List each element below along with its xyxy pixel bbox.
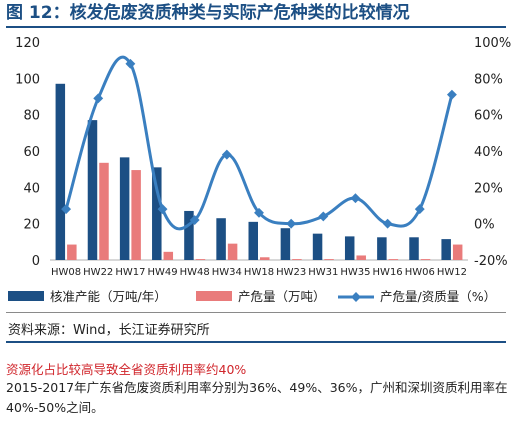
bar-approved (441, 239, 451, 260)
left-tick-label: 100 (15, 72, 40, 87)
legend-label-ratio: 产危量/资质量（%） (380, 289, 496, 304)
category-label: HW06 (405, 267, 435, 278)
bar-approved (248, 221, 258, 260)
category-label: HW48 (180, 267, 210, 278)
category-label: HW17 (115, 267, 145, 278)
bar-produced (227, 243, 238, 260)
bar-approved (377, 237, 387, 260)
right-tick-label: 40% (474, 145, 503, 160)
category-label: HW18 (244, 267, 274, 278)
category-label: HW35 (340, 267, 370, 278)
bar-produced (260, 257, 270, 260)
category-label: HW16 (373, 267, 403, 278)
bar-approved (344, 236, 355, 260)
category-label: HW23 (276, 267, 306, 278)
bar-approved (409, 237, 419, 260)
bar-produced (356, 255, 366, 260)
right-axis-ticks: -20% 0% 20% 40% 60% 80% 100% (474, 36, 511, 269)
ratio-point (446, 89, 457, 100)
right-tick-label: -20% (474, 254, 508, 269)
bar-produced (195, 259, 206, 260)
bar-produced (292, 259, 302, 260)
legend-marker-ratio (351, 292, 361, 302)
right-tick-label: 20% (474, 181, 503, 196)
source-note: 资料来源：Wind，长江证券研究所 (8, 323, 210, 338)
chart-legend: 核准产能（万吨/年） 产危量（万吨） 产危量/资质量（%） (8, 289, 496, 304)
left-tick-label: 80 (23, 109, 40, 124)
source-divider-bottom (6, 341, 506, 343)
category-label: HW49 (147, 267, 177, 278)
bar-produced (131, 170, 141, 260)
ratio-point (286, 218, 297, 229)
ratio-point (254, 207, 264, 218)
category-label: HW22 (83, 267, 113, 278)
left-tick-label: 0 (32, 254, 40, 269)
bar-produced (420, 259, 431, 260)
bar-approved (184, 210, 194, 260)
bar-marks (55, 83, 463, 261)
bar-approved (152, 167, 162, 260)
ratio-point (189, 215, 200, 225)
bar-approved (280, 228, 291, 260)
title-divider (6, 26, 506, 28)
bar-approved (55, 83, 66, 261)
bar-approved (87, 120, 98, 260)
bar-approved (216, 218, 226, 260)
bar-produced (67, 244, 77, 260)
bar-approved (119, 157, 130, 260)
bar-produced (163, 251, 174, 260)
category-label: HW34 (212, 267, 242, 278)
legend-label-approved: 核准产能（万吨/年） (50, 289, 167, 304)
legend-swatch-approved (8, 291, 44, 301)
bar-produced (452, 244, 463, 260)
legend-label-produced: 产危量（万吨） (238, 289, 326, 304)
left-axis-ticks: 0 20 40 60 80 100 120 (15, 36, 40, 269)
bar-produced (324, 259, 334, 260)
left-tick-label: 40 (23, 181, 40, 196)
ratio-point (221, 149, 232, 160)
left-tick-label: 20 (23, 218, 40, 233)
ratio-point (125, 58, 136, 69)
ratio-point (93, 93, 104, 104)
figure-title: 图 12：核发危废资质种类与实际产危种类的比较情况 (6, 3, 410, 23)
ratio-point (382, 218, 393, 229)
category-labels: HW08 HW22 HW17 HW49 HW48 HW34 HW18 HW23 HW31 HW35… (51, 267, 467, 278)
right-tick-label: 60% (474, 109, 503, 124)
left-tick-label: 120 (15, 36, 40, 51)
ratio-point (157, 204, 168, 215)
right-tick-label: 100% (474, 36, 511, 51)
bar-approved (312, 233, 323, 260)
source-divider-top (6, 312, 506, 313)
ratio-point (414, 204, 425, 215)
combo-chart: 0 20 40 60 80 100 120 -20% 0% 20% 40% 60% 80% 100% H… (8, 36, 511, 304)
right-tick-label: 80% (474, 72, 503, 87)
article-paragraph: 2015-2017年广东省危废资质利用率分别为36%、49%、36%，广州和深圳… (6, 380, 508, 415)
category-label: HW12 (437, 267, 467, 278)
bar-produced (99, 162, 109, 260)
legend-swatch-produced (196, 291, 232, 301)
ratio-point (350, 193, 361, 204)
ratio-point (318, 211, 329, 222)
category-label: HW08 (51, 267, 81, 278)
left-tick-label: 60 (23, 145, 40, 160)
bar-produced (388, 259, 399, 260)
category-label: HW31 (308, 267, 338, 278)
right-tick-label: 0% (474, 218, 495, 233)
article-heading: 资源化占比较高导致全省资质利用率约40% (6, 362, 247, 377)
ratio-line-layer (61, 55, 457, 231)
